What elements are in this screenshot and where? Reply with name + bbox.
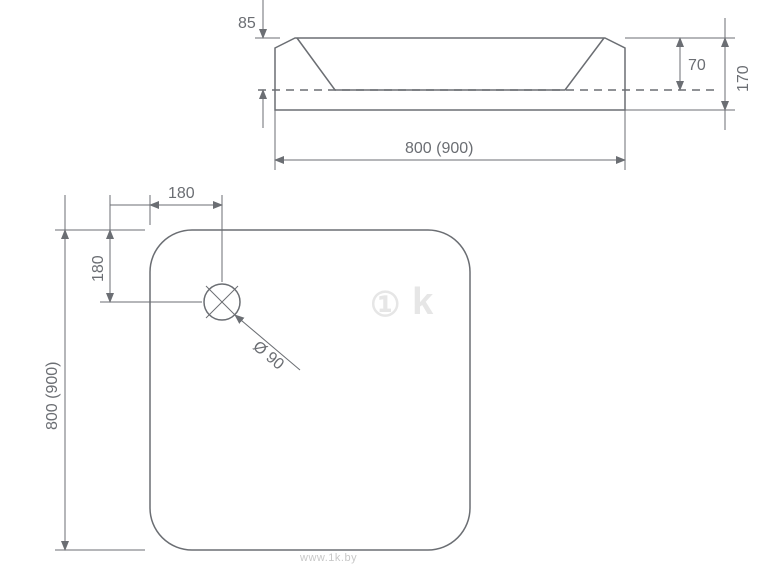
dim-170-label: 170	[735, 65, 752, 92]
dim-height-label: 800 (900)	[44, 362, 61, 431]
dim-drain-y: 180	[90, 195, 202, 302]
watermark-logo: ①1k k	[370, 278, 433, 326]
dim-width-label: 800 (900)	[405, 140, 474, 157]
dim-overall-width: 800 (900)	[275, 110, 625, 170]
dim-85-label: 85	[238, 15, 256, 32]
dim-drain-y-label: 180	[90, 255, 107, 282]
elevation-view	[258, 38, 720, 110]
drawing-canvas: 85 70 170 800 (900) Ø 90	[0, 0, 771, 572]
dim-70-label: 70	[688, 57, 706, 74]
dim-overall-height: 800 (900)	[44, 195, 145, 550]
dim-85: 85	[238, 0, 280, 128]
dim-drain-x: 180	[110, 185, 222, 282]
watermark-text: www.1k.by	[300, 552, 357, 564]
dim-right-heights: 70 170	[625, 18, 752, 130]
dim-drain-x-label: 180	[168, 185, 195, 202]
